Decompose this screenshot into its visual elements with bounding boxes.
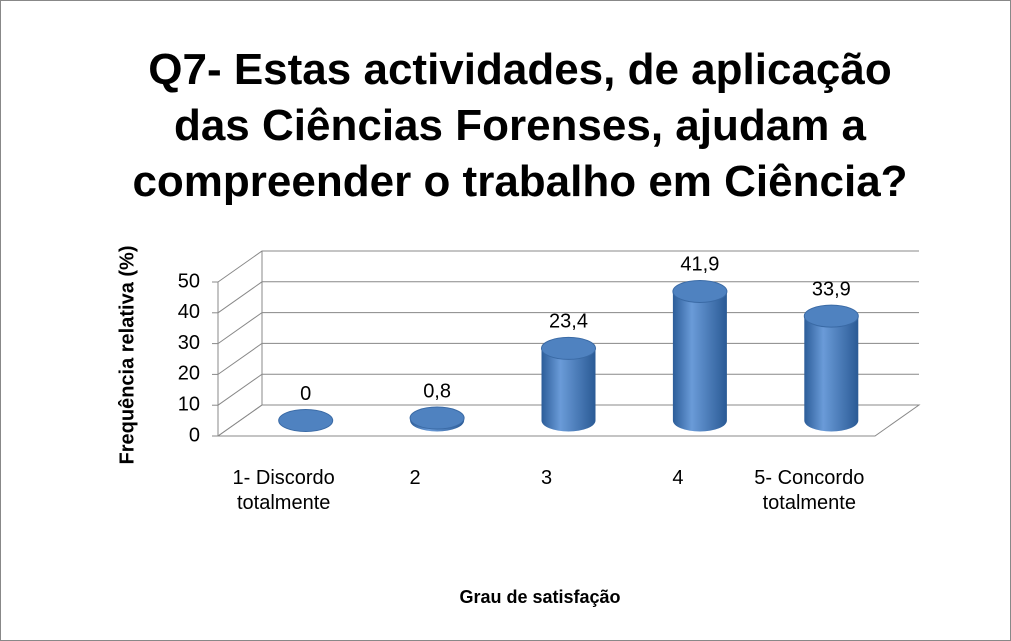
value-label: 33,9 (812, 278, 851, 300)
bar (803, 304, 859, 432)
bar-top (278, 409, 334, 432)
grid-line (217, 250, 919, 283)
y-tick-label: 50 (178, 270, 200, 292)
bar-top (409, 406, 465, 430)
value-label: 0,8 (423, 380, 451, 402)
value-label: 41,9 (680, 254, 719, 276)
y-tick-label: 20 (178, 363, 200, 385)
bar-top (541, 336, 596, 360)
x-tick-label: 3 (540, 467, 553, 489)
bar (409, 406, 465, 432)
back-wall-edge (217, 251, 263, 436)
bar-top (803, 304, 859, 328)
bar-top (672, 279, 728, 303)
chart-title: Q7- Estas actividades, de aplicação das … (132, 45, 908, 206)
y-tick-label: 30 (178, 332, 200, 354)
x-tick-label: 2 (409, 467, 421, 489)
bar-body (804, 316, 859, 432)
y-axis-title: Frequência relativa (%) (116, 246, 138, 465)
bar (541, 336, 596, 432)
bar (278, 409, 334, 432)
bar-body (541, 348, 596, 432)
x-axis-title: Grau de satisfação (459, 587, 620, 607)
y-tick-label: 0 (189, 424, 200, 446)
x-tick-label: 5- Concordo totalmente (754, 467, 865, 514)
bar-body (672, 291, 727, 432)
y-tick-label: 40 (178, 301, 200, 323)
value-label: 0 (300, 383, 311, 405)
x-tick-label: 1- Discordo totalmente (232, 467, 335, 514)
x-tick-label: 4 (672, 467, 684, 489)
bar (672, 279, 728, 432)
value-label: 23,4 (549, 311, 588, 333)
y-tick-label: 10 (178, 393, 200, 415)
